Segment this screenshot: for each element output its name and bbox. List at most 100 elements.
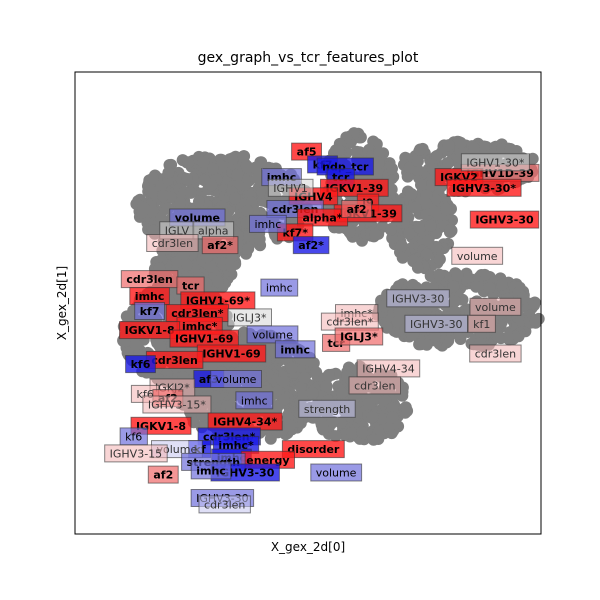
feature-label: IGHV3-15*	[142, 395, 212, 414]
scatter-point	[146, 172, 159, 185]
feature-label-text: af2*	[207, 239, 233, 252]
scatter-point	[157, 189, 170, 202]
scatter-point	[181, 172, 193, 185]
feature-label: IGHV1	[267, 178, 314, 197]
scatter-point	[433, 253, 446, 266]
feature-label-box	[190, 461, 232, 480]
scatter-point	[401, 404, 414, 417]
scatter-point	[396, 251, 409, 264]
feature-label-box	[210, 370, 262, 388]
feature-label: kf7	[134, 302, 165, 320]
scatter-point	[478, 140, 490, 153]
scatter-point	[197, 156, 210, 169]
scatter-point	[332, 144, 345, 157]
feature-label: cdr3len	[469, 344, 522, 363]
scatter-point	[454, 136, 467, 149]
scatter-point	[207, 162, 219, 175]
feature-label: cdr3len	[348, 376, 402, 395]
y-axis-label: X_gex_2d[1]	[55, 266, 69, 340]
scatter-point	[155, 212, 168, 224]
scatter-point	[335, 387, 348, 399]
scatter-point	[496, 278, 508, 291]
feature-label-box	[386, 289, 450, 308]
scatter-point	[376, 412, 389, 425]
plot-frame	[74, 71, 542, 535]
feature-label-box	[201, 236, 239, 255]
scatter-point	[231, 169, 244, 182]
scatter-point	[162, 166, 175, 179]
scatter-point	[395, 239, 408, 252]
scatter-point	[449, 295, 461, 308]
feature-label: volume	[469, 297, 522, 316]
scatter-point	[285, 362, 298, 375]
scatter-point	[146, 205, 159, 218]
scatter-point	[483, 281, 496, 294]
feature-label: cdr3len*	[320, 312, 379, 331]
scatter-point	[345, 426, 358, 439]
feature-label: af2	[341, 200, 373, 218]
scatter-point	[420, 338, 433, 351]
feature-label: IGHV4-34	[356, 359, 421, 378]
feature-label-box	[460, 153, 530, 172]
scatter-point	[306, 387, 319, 399]
scatter-point	[440, 203, 452, 216]
scatter-point	[211, 275, 224, 288]
feature-label-text: alpha*	[302, 212, 342, 225]
feature-label-text: IGHV1-69	[202, 348, 260, 361]
scatter-point	[241, 161, 254, 174]
feature-label-text: IGKV1-8	[136, 420, 186, 433]
feature-label-box	[125, 355, 156, 374]
feature-label-text: cdr3len	[126, 273, 173, 286]
scatter-point	[253, 233, 266, 246]
scatter-point	[420, 197, 433, 210]
scatter-point	[405, 188, 418, 200]
feature-label: cdr3len	[120, 270, 179, 289]
feature-label-text: volume	[475, 301, 516, 314]
scatter-point	[529, 315, 542, 327]
feature-label: IGKV1-8	[119, 321, 181, 340]
feature-label-text: cdr3len	[354, 379, 395, 392]
feature-label-text: cdr3len*	[171, 307, 224, 320]
feature-label-box	[446, 178, 522, 197]
feature-label-text: af2	[347, 203, 367, 216]
feature-label: imhc	[235, 391, 274, 410]
scatter-point	[413, 221, 426, 234]
scatter-point	[411, 261, 424, 274]
scatter-point	[386, 162, 398, 175]
scatter-point	[184, 186, 197, 199]
scatter-point	[174, 197, 187, 209]
scatter-point	[381, 321, 393, 334]
scatter-point	[227, 152, 239, 165]
feature-label: af2	[147, 465, 179, 484]
scatter-point	[415, 178, 427, 191]
scatter-point	[137, 201, 150, 214]
feature-label-box	[147, 465, 179, 484]
feature-label-text: cdr3len*	[326, 316, 373, 329]
feature-label-box	[334, 327, 384, 346]
scatter-point	[447, 280, 460, 293]
feature-label: kf1	[467, 314, 496, 333]
feature-label: af2*	[292, 236, 330, 255]
feature-labels: af5kf7ndp_tcrimhctcrIGKV1-39IGHV4IGHV1cd…	[104, 142, 540, 514]
feature-label: IGHV1-69	[169, 329, 239, 348]
feature-label-text: imhc	[241, 394, 268, 407]
feature-label-text: IGHV3-30	[475, 214, 534, 227]
scatter-point	[369, 228, 381, 241]
feature-label-box	[469, 344, 522, 363]
feature-label-text: cdr3len	[475, 348, 516, 361]
feature-label-box	[281, 440, 345, 459]
feature-label: IGHV3-15	[104, 444, 168, 463]
scatter-point	[242, 242, 255, 255]
scatter-point	[307, 357, 320, 370]
feature-label: imhc	[249, 214, 287, 233]
scatter-point	[241, 204, 254, 217]
feature-label-text: IGHV3-15	[110, 447, 163, 460]
scatter-point	[180, 259, 193, 272]
feature-label: IGLJ3*	[227, 308, 272, 327]
scatter-point	[366, 411, 379, 424]
scatter-point	[386, 402, 399, 414]
feature-label: volume	[210, 370, 262, 388]
scatter-point	[225, 260, 238, 273]
feature-label-text: IGHV4-34*	[213, 416, 277, 429]
